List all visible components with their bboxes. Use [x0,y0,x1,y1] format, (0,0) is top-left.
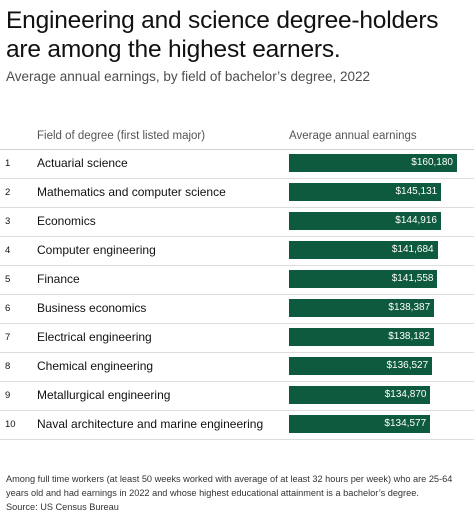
bar-value-label: $145,131 [395,186,438,197]
category-label: Business economics [37,301,147,315]
table-row: 10 Naval architecture and marine engineer… [0,411,474,440]
bar: $141,684 [289,241,438,259]
table-row: 2 Mathematics and computer science $145,13… [0,179,474,208]
bar-value-label: $138,387 [388,302,431,313]
rank-number: 5 [5,274,11,285]
bar: $141,558 [289,270,438,288]
rank-number: 4 [5,245,11,256]
category-label: Metallurgical engineering [37,388,171,402]
category-label: Finance [37,272,80,286]
table-row: 1 Actuarial science $160,180 [0,150,474,179]
bar-value-label: $141,684 [391,244,434,255]
chart-title: Engineering and science degree-holders a… [6,7,439,63]
rank-number: 10 [5,419,16,430]
footnote: Among full time workers (at least 50 wee… [6,474,453,498]
bar: $134,577 [289,415,431,433]
rank-number: 9 [5,390,11,401]
bar: $138,387 [289,299,435,317]
header-divider [0,149,474,150]
bar-value-label: $138,182 [388,331,430,342]
table-row: 8 Chemical engineering $136,527 [0,353,474,382]
table-row: 5 Finance $141,558 [0,266,474,295]
rank-number: 3 [5,216,11,227]
bar-value-label: $160,180 [411,157,453,168]
bar-value-label: $134,870 [384,389,427,400]
bar-value-label: $141,558 [391,273,434,284]
table-row: 9 Metallurgical engineering $134,870 [0,382,474,411]
table-row: 6 Business economics $138,387 [0,295,474,324]
category-label: Actuarial science [37,156,128,170]
bar-value-label: $136,527 [386,360,429,371]
bar-chart-rows: 1 Actuarial science $160,180 2 Mathematics a… [0,150,474,440]
source-note: Source: US Census Bureau [6,502,119,512]
bar: $144,916 [289,212,441,230]
bar: $138,182 [289,328,434,346]
column-header-field: Field of degree (first listed major) [37,130,206,142]
chart-subtitle: Average annual earnings, by field of bac… [6,69,371,84]
category-label: Electrical engineering [37,330,152,344]
category-label: Economics [37,214,96,228]
table-row: 7 Electrical engineering $138,182 [0,324,474,353]
bar: $160,180 [289,154,457,172]
bar: $145,131 [289,183,442,201]
rank-number: 8 [5,361,11,372]
bar: $136,527 [289,357,433,375]
category-label: Naval architecture and marine engineerin… [37,417,264,431]
category-label: Mathematics and computer science [37,185,226,199]
table-row: 3 Economics $144,916 [0,208,474,237]
category-label: Computer engineering [37,243,156,257]
column-header-earnings: Average annual earnings [289,130,417,142]
rank-number: 2 [5,187,11,198]
category-label: Chemical engineering [37,359,154,373]
bar-value-label: $144,916 [395,215,437,226]
rank-number: 1 [5,158,11,169]
rank-number: 7 [5,332,11,343]
bar-value-label: $134,577 [384,418,427,429]
table-row: 4 Computer engineering $141,684 [0,237,474,266]
bar: $134,870 [289,386,431,404]
rank-number: 6 [5,303,11,314]
